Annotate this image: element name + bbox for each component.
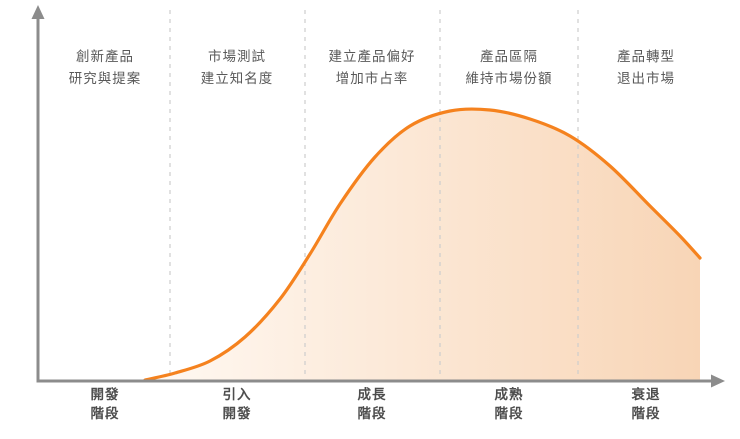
stage-top-label-maturity: 產品區隔 維持市場份額 xyxy=(424,46,594,90)
stage-axis-label-maturity: 成熟 階段 xyxy=(449,385,569,423)
stage-axis-label-line: 開發 xyxy=(222,406,252,421)
stage-axis-label-line: 衰退 xyxy=(631,387,661,402)
stage-top-label-line: 產品轉型 xyxy=(617,49,675,64)
stage-axis-label-line: 階段 xyxy=(494,406,524,421)
stage-top-label-line: 產品區隔 xyxy=(480,49,538,64)
stage-top-label-development: 創新產品 研究與提案 xyxy=(20,46,190,90)
x-axis xyxy=(36,374,725,388)
stage-top-label-introduction: 市場測試 建立知名度 xyxy=(152,46,322,90)
curve-area-fill xyxy=(145,108,700,380)
stage-top-label-line: 退出市場 xyxy=(617,71,675,86)
stage-axis-label-line: 階段 xyxy=(631,406,661,421)
stage-axis-label-line: 引入 xyxy=(222,387,252,402)
stage-axis-label-line: 成熟 xyxy=(494,387,524,402)
stage-axis-label-decline: 衰退 階段 xyxy=(586,385,706,423)
stage-top-label-line: 建立產品偏好 xyxy=(328,49,416,64)
stage-top-label-line: 增加市占率 xyxy=(335,71,409,86)
stage-axis-label-introduction: 引入 開發 xyxy=(177,385,297,423)
stage-top-label-line: 創新產品 xyxy=(76,49,134,64)
stage-axis-label-growth: 成長 階段 xyxy=(312,385,432,423)
stage-top-label-decline: 產品轉型 退出市場 xyxy=(561,46,731,90)
stage-axis-label-development: 開發 階段 xyxy=(45,385,165,423)
lifecycle-curve xyxy=(143,107,702,382)
y-axis-arrow-icon xyxy=(31,5,45,19)
stage-axis-label-line: 階段 xyxy=(90,406,120,421)
stage-top-label-growth: 建立產品偏好 增加市占率 xyxy=(287,46,457,90)
stage-top-label-line: 維持市場份額 xyxy=(465,71,553,86)
y-axis xyxy=(31,5,45,382)
stage-axis-label-line: 開發 xyxy=(90,387,120,402)
stage-axis-label-line: 階段 xyxy=(357,406,387,421)
stage-top-label-line: 研究與提案 xyxy=(68,71,142,86)
stage-axis-label-line: 成長 xyxy=(357,387,387,402)
stage-top-label-line: 市場測試 xyxy=(208,49,266,64)
stage-top-label-line: 建立知名度 xyxy=(200,71,274,86)
x-axis-arrow-icon xyxy=(711,374,725,388)
